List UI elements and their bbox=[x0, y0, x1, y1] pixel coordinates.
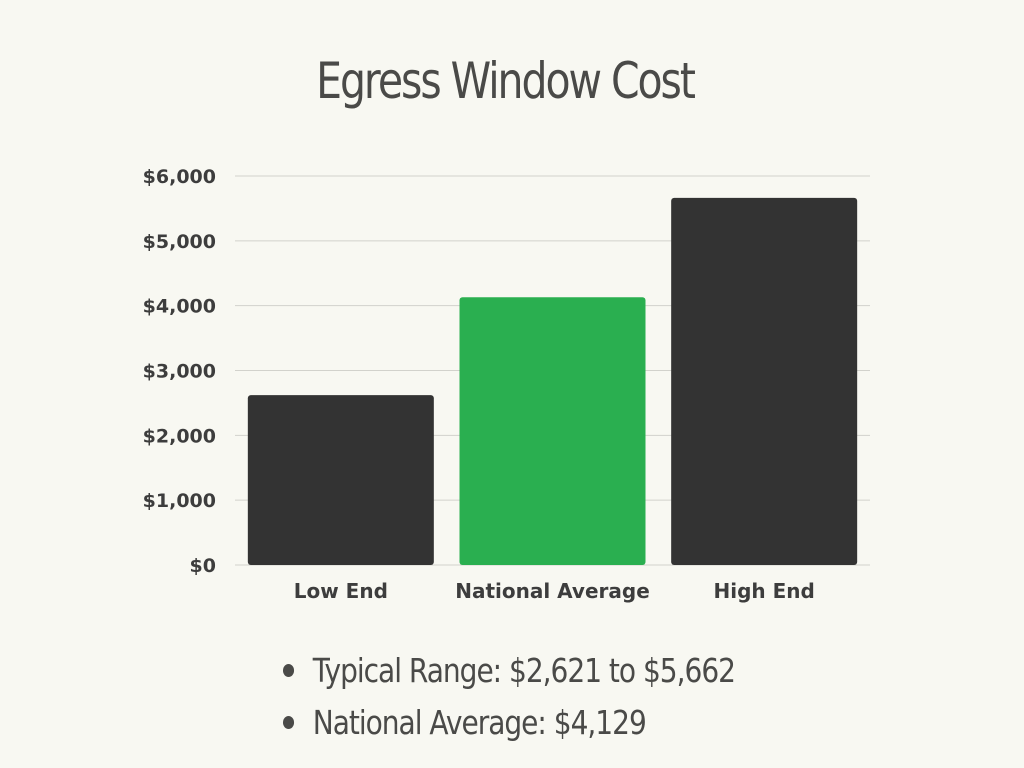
x-axis-categories: Low End National Average High End bbox=[294, 579, 815, 603]
y-tick-label: $6,000 bbox=[143, 166, 216, 188]
summary-text: Typical Range: $2,621 to $5,662 bbox=[312, 651, 736, 690]
bar-national-average bbox=[459, 297, 646, 565]
summary-text: National Average: $4,129 bbox=[312, 703, 647, 742]
y-tick-label: $5,000 bbox=[143, 231, 216, 253]
y-tick-label: $3,000 bbox=[143, 361, 216, 383]
bar-low-end bbox=[247, 395, 434, 565]
y-tick-label: $4,000 bbox=[143, 296, 216, 318]
bars bbox=[247, 197, 858, 565]
summary-item-range: Typical Range: $2,621 to $5,662 bbox=[283, 645, 736, 697]
y-tick-label: $2,000 bbox=[143, 425, 216, 447]
y-tick-label: $1,000 bbox=[143, 490, 216, 512]
summary-list: Typical Range: $2,621 to $5,662 National… bbox=[283, 645, 815, 749]
chart-title: Egress Window Cost bbox=[316, 52, 696, 110]
summary-item-average: National Average: $4,129 bbox=[283, 697, 735, 749]
y-tick-label: $0 bbox=[190, 555, 216, 577]
category-label: Low End bbox=[294, 579, 388, 603]
bar-high-end bbox=[671, 197, 858, 565]
category-label: National Average bbox=[455, 579, 650, 603]
bullet-icon bbox=[283, 716, 295, 729]
y-axis-ticks: $0 $1,000 $2,000 $3,000 $4,000 $5,000 $6,000 bbox=[143, 166, 216, 577]
bullet-icon bbox=[283, 664, 295, 677]
category-label: High End bbox=[714, 579, 815, 603]
